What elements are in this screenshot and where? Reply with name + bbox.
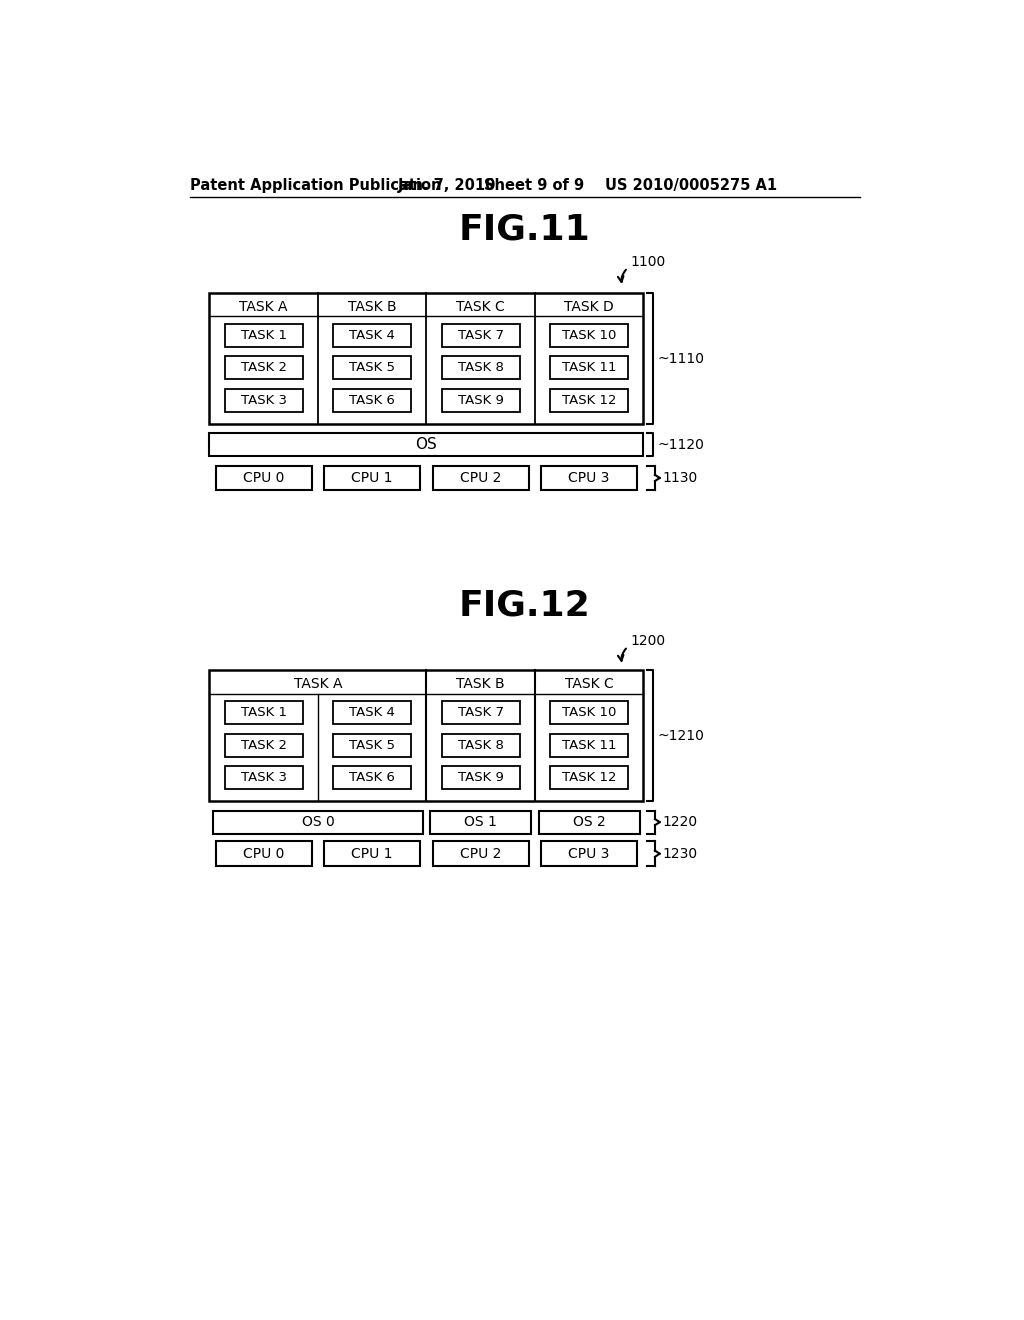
Bar bbox=[441, 323, 520, 347]
Text: TASK 7: TASK 7 bbox=[458, 706, 504, 719]
Bar bbox=[209, 293, 643, 424]
Text: Jan. 7, 2010: Jan. 7, 2010 bbox=[397, 178, 496, 193]
Text: TASK 2: TASK 2 bbox=[241, 362, 287, 375]
Bar bbox=[550, 388, 628, 412]
Text: TASK 4: TASK 4 bbox=[349, 706, 395, 719]
Text: OS: OS bbox=[416, 437, 437, 453]
Text: TASK C: TASK C bbox=[457, 300, 505, 314]
Text: TASK C: TASK C bbox=[565, 677, 613, 692]
Bar bbox=[539, 810, 640, 834]
Bar bbox=[441, 701, 520, 725]
Text: OS 0: OS 0 bbox=[301, 816, 334, 829]
Text: Patent Application Publication: Patent Application Publication bbox=[190, 178, 441, 193]
Text: CPU 1: CPU 1 bbox=[351, 846, 393, 861]
Bar bbox=[209, 433, 643, 457]
Text: 1230: 1230 bbox=[663, 846, 698, 861]
Bar bbox=[224, 734, 303, 756]
Bar bbox=[333, 701, 412, 725]
Text: CPU 0: CPU 0 bbox=[243, 846, 285, 861]
Text: TASK 10: TASK 10 bbox=[562, 706, 616, 719]
Text: TASK 1: TASK 1 bbox=[241, 329, 287, 342]
Text: TASK 4: TASK 4 bbox=[349, 329, 395, 342]
Text: TASK 5: TASK 5 bbox=[349, 739, 395, 751]
Text: TASK D: TASK D bbox=[564, 300, 614, 314]
Text: TASK 6: TASK 6 bbox=[349, 393, 395, 407]
Bar bbox=[333, 734, 412, 756]
Bar bbox=[209, 671, 643, 801]
Bar bbox=[550, 766, 628, 789]
Bar bbox=[324, 466, 420, 490]
Text: CPU 2: CPU 2 bbox=[460, 471, 502, 484]
Bar bbox=[541, 841, 637, 866]
Text: Sheet 9 of 9: Sheet 9 of 9 bbox=[484, 178, 585, 193]
Bar bbox=[333, 356, 412, 379]
Text: TASK 7: TASK 7 bbox=[458, 329, 504, 342]
Bar bbox=[333, 388, 412, 412]
Text: CPU 1: CPU 1 bbox=[351, 471, 393, 484]
Bar bbox=[441, 734, 520, 756]
Text: 1100: 1100 bbox=[630, 255, 666, 269]
Text: 1200: 1200 bbox=[630, 634, 666, 648]
Text: OS 1: OS 1 bbox=[464, 816, 497, 829]
Bar bbox=[216, 466, 311, 490]
Bar bbox=[550, 734, 628, 756]
Text: TASK 3: TASK 3 bbox=[241, 393, 287, 407]
Bar bbox=[333, 766, 412, 789]
Text: TASK 12: TASK 12 bbox=[562, 393, 616, 407]
Text: TASK 11: TASK 11 bbox=[562, 362, 616, 375]
Bar bbox=[224, 766, 303, 789]
Text: TASK 11: TASK 11 bbox=[562, 739, 616, 751]
Text: CPU 3: CPU 3 bbox=[568, 846, 610, 861]
Text: OS 2: OS 2 bbox=[572, 816, 605, 829]
Bar bbox=[224, 388, 303, 412]
Text: CPU 3: CPU 3 bbox=[568, 471, 610, 484]
Text: ~1120: ~1120 bbox=[657, 438, 705, 451]
Text: TASK 8: TASK 8 bbox=[458, 739, 504, 751]
Bar bbox=[333, 323, 412, 347]
Text: TASK 9: TASK 9 bbox=[458, 393, 504, 407]
Text: FIG.12: FIG.12 bbox=[459, 587, 591, 622]
Text: US 2010/0005275 A1: US 2010/0005275 A1 bbox=[604, 178, 777, 193]
Text: TASK 9: TASK 9 bbox=[458, 771, 504, 784]
Text: 1220: 1220 bbox=[663, 816, 698, 829]
Bar bbox=[432, 466, 528, 490]
Bar bbox=[541, 466, 637, 490]
Text: TASK 5: TASK 5 bbox=[349, 362, 395, 375]
Bar bbox=[550, 323, 628, 347]
Text: CPU 2: CPU 2 bbox=[460, 846, 502, 861]
Text: TASK B: TASK B bbox=[457, 677, 505, 692]
Text: TASK 6: TASK 6 bbox=[349, 771, 395, 784]
Bar bbox=[224, 701, 303, 725]
Bar bbox=[441, 766, 520, 789]
Bar bbox=[441, 356, 520, 379]
Bar bbox=[432, 841, 528, 866]
Text: CPU 0: CPU 0 bbox=[243, 471, 285, 484]
Text: 1130: 1130 bbox=[663, 471, 698, 484]
Text: TASK B: TASK B bbox=[348, 300, 396, 314]
Bar bbox=[324, 841, 420, 866]
Text: TASK 3: TASK 3 bbox=[241, 771, 287, 784]
Bar bbox=[224, 323, 303, 347]
Text: TASK 8: TASK 8 bbox=[458, 362, 504, 375]
Text: ~1210: ~1210 bbox=[657, 729, 705, 743]
Bar bbox=[213, 810, 423, 834]
Text: TASK 1: TASK 1 bbox=[241, 706, 287, 719]
Text: ~1110: ~1110 bbox=[657, 351, 705, 366]
Bar bbox=[216, 841, 311, 866]
Bar bbox=[224, 356, 303, 379]
Bar bbox=[441, 388, 520, 412]
Bar bbox=[550, 701, 628, 725]
Text: TASK 10: TASK 10 bbox=[562, 329, 616, 342]
Text: TASK 2: TASK 2 bbox=[241, 739, 287, 751]
Text: TASK A: TASK A bbox=[294, 677, 342, 692]
Text: TASK 12: TASK 12 bbox=[562, 771, 616, 784]
Text: TASK A: TASK A bbox=[240, 300, 288, 314]
Text: FIG.11: FIG.11 bbox=[459, 213, 591, 247]
Bar bbox=[550, 356, 628, 379]
Bar bbox=[430, 810, 531, 834]
